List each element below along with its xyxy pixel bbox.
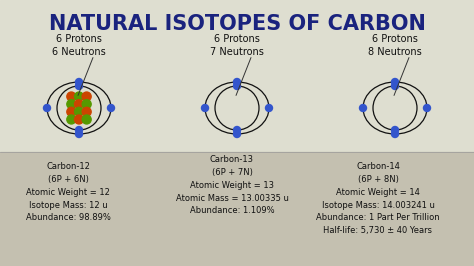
Circle shape	[82, 115, 91, 124]
Circle shape	[234, 82, 240, 89]
Circle shape	[75, 82, 82, 89]
Circle shape	[82, 100, 91, 109]
Circle shape	[359, 105, 366, 111]
Circle shape	[75, 131, 82, 138]
Circle shape	[392, 131, 399, 138]
Text: NATURAL ISOTOPES OF CARBON: NATURAL ISOTOPES OF CARBON	[48, 14, 426, 34]
Circle shape	[392, 82, 399, 89]
Circle shape	[234, 78, 240, 85]
Text: Carbon-14
(6P + 8N)
Atomic Weight = 14
Isotope Mass: 14.003241 u
Abundance: 1 Pa: Carbon-14 (6P + 8N) Atomic Weight = 14 I…	[316, 162, 440, 235]
Circle shape	[74, 107, 83, 116]
Circle shape	[392, 127, 399, 134]
Circle shape	[423, 105, 430, 111]
Circle shape	[82, 107, 91, 116]
Circle shape	[74, 100, 83, 109]
Text: Carbon-12
(6P + 6N)
Atomic Weight = 12
Isotope Mass: 12 u
Abundance: 98.89%: Carbon-12 (6P + 6N) Atomic Weight = 12 I…	[26, 162, 110, 222]
Circle shape	[67, 107, 76, 116]
Circle shape	[67, 100, 76, 109]
Circle shape	[67, 92, 76, 101]
Bar	[0, 152, 474, 266]
Circle shape	[82, 92, 91, 101]
Text: Carbon-13
(6P + 7N)
Atomic Weight = 13
Atomic Mass = 13.00335 u
Abundance: 1.109: Carbon-13 (6P + 7N) Atomic Weight = 13 A…	[175, 155, 289, 215]
Circle shape	[265, 105, 273, 111]
Circle shape	[75, 127, 82, 134]
Circle shape	[67, 115, 76, 124]
Circle shape	[75, 78, 82, 85]
Circle shape	[234, 131, 240, 138]
Circle shape	[201, 105, 209, 111]
Text: 6 Protons
7 Neutrons: 6 Protons 7 Neutrons	[210, 34, 264, 57]
Text: 6 Protons
8 Neutrons: 6 Protons 8 Neutrons	[368, 34, 422, 57]
Circle shape	[234, 127, 240, 134]
Circle shape	[108, 105, 115, 111]
Bar	[0, 0, 474, 152]
Text: 6 Protons
6 Neutrons: 6 Protons 6 Neutrons	[52, 34, 106, 57]
Circle shape	[392, 78, 399, 85]
Circle shape	[74, 115, 83, 124]
Circle shape	[74, 92, 83, 101]
Circle shape	[44, 105, 51, 111]
